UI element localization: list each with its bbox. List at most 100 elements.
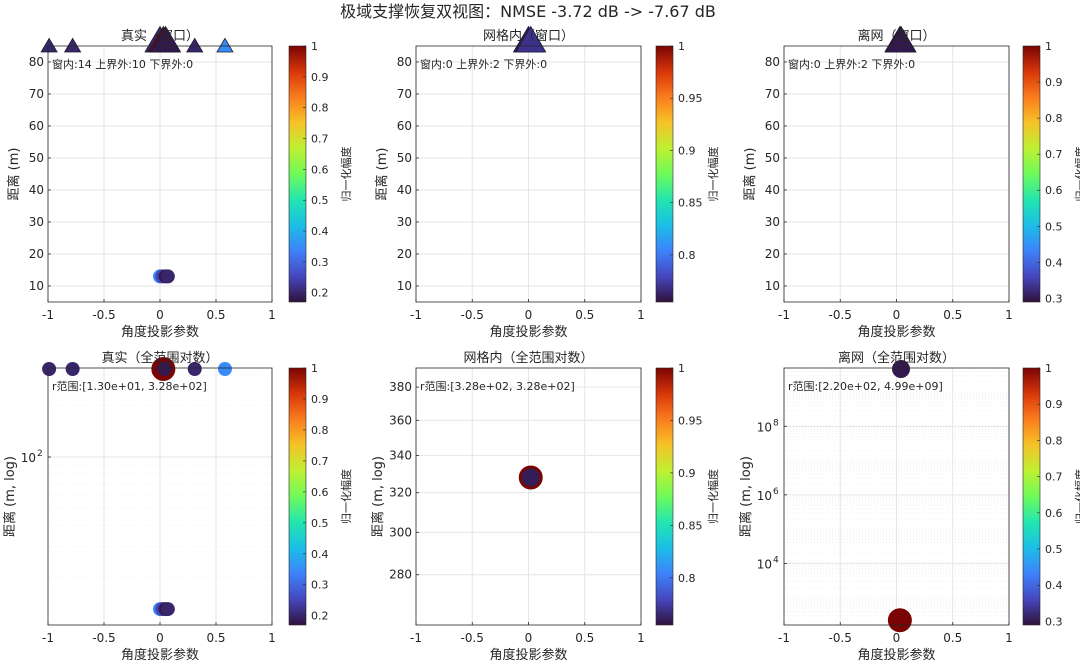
subplot-title: 真实（窗口） bbox=[121, 28, 199, 44]
figure-suptitle: 极域支撑恢复双视图：NMSE -3.72 dB -> -7.67 dB bbox=[340, 2, 716, 21]
colorbar-tick-label: 0.8 bbox=[311, 424, 329, 437]
x-tick-label: -0.5 bbox=[829, 631, 852, 645]
y-tick-label: 320 bbox=[389, 486, 412, 500]
y-tick-label: 10 bbox=[397, 279, 412, 293]
y-tick-label: 20 bbox=[397, 247, 412, 261]
y-tick-label: 280 bbox=[389, 568, 412, 582]
y-tick-label: 70 bbox=[29, 87, 44, 101]
x-tick-label: -1 bbox=[410, 308, 422, 322]
x-tick-label: 0 bbox=[156, 308, 164, 322]
colorbar-tick-label: 0.6 bbox=[1045, 184, 1063, 197]
y-tick-label: 70 bbox=[765, 87, 780, 101]
subplot-true-window: -1 -0.5 0 0.5 1 10 20 30 40 50 60 70 80 真实（窗口） 窗内:14 上… bbox=[6, 25, 353, 340]
data-point bbox=[217, 362, 232, 376]
x-tick-label: 1 bbox=[268, 631, 276, 645]
y-tick-label: 30 bbox=[397, 215, 412, 229]
colorbar-tick-label: 0.9 bbox=[1045, 76, 1063, 89]
data-point bbox=[187, 362, 202, 376]
x-tick-label: 0.5 bbox=[943, 631, 962, 645]
data-point bbox=[160, 602, 175, 617]
y-tick-label: 10 bbox=[757, 420, 772, 434]
colorbar-tick-label: 0.9 bbox=[678, 144, 696, 157]
x-tick-label: 1 bbox=[1005, 308, 1013, 322]
out-of-window-marker bbox=[40, 37, 58, 53]
colorbar-tick-label: 0.2 bbox=[311, 287, 329, 300]
colorbar-tick-label: 0.95 bbox=[678, 414, 703, 427]
x-tick-label: -0.5 bbox=[461, 631, 484, 645]
subplot-annotation: 窗内:0 上界外:2 下界外:0 bbox=[788, 57, 915, 71]
colorbar-tick-label: 1 bbox=[678, 40, 685, 53]
out-of-window-marker bbox=[186, 37, 204, 53]
y-tick-label: 80 bbox=[765, 55, 780, 69]
y-tick-label: 40 bbox=[765, 183, 780, 197]
colorbar-tick-label: 0.8 bbox=[311, 102, 329, 115]
colorbar-tick-label: 0.5 bbox=[1045, 220, 1063, 233]
x-tick-label: 1 bbox=[637, 631, 645, 645]
y-tick-label: 10 bbox=[29, 279, 44, 293]
axes-box bbox=[783, 367, 1010, 626]
colorbar-tick-label: 0.6 bbox=[311, 163, 329, 176]
subplot-annotation: r范围:[3.28e+02, 3.28e+02] bbox=[420, 379, 575, 393]
colorbar bbox=[655, 367, 674, 626]
colorbar-label: 归一化幅度 bbox=[1073, 469, 1080, 524]
subplot-title: 离网（窗口） bbox=[857, 28, 935, 44]
colorbar bbox=[288, 45, 307, 303]
y-axis-label: 距离 (m) bbox=[6, 148, 22, 201]
y-tick-label: 10 bbox=[757, 489, 772, 503]
x-tick-label: -0.5 bbox=[92, 631, 115, 645]
colorbar-tick-label: 0.5 bbox=[1045, 543, 1063, 556]
x-axis-label: 角度投影参数 bbox=[121, 647, 199, 663]
colorbar-tick-label: 0.3 bbox=[311, 256, 329, 269]
y-tick-label: 340 bbox=[389, 448, 412, 462]
data-point bbox=[160, 269, 175, 284]
y-tick-label: 60 bbox=[765, 119, 780, 133]
y-tick-exponent: 2 bbox=[37, 449, 43, 459]
y-tick-label: 40 bbox=[397, 183, 412, 197]
colorbar-label: 归一化幅度 bbox=[339, 469, 353, 524]
colorbar-tick-label: 0.85 bbox=[678, 519, 703, 532]
colorbar-tick-label: 0.4 bbox=[1045, 579, 1063, 592]
colorbar-tick-label: 0.5 bbox=[311, 194, 329, 207]
colorbar-tick-label: 0.2 bbox=[311, 610, 329, 623]
x-axis-label: 角度投影参数 bbox=[489, 647, 567, 663]
colorbar-tick-label: 0.5 bbox=[311, 517, 329, 530]
x-tick-label: -1 bbox=[410, 631, 422, 645]
colorbar-tick-label: 0.8 bbox=[678, 572, 696, 585]
x-tick-label: 0 bbox=[156, 631, 164, 645]
colorbar-tick-label: 0.9 bbox=[1045, 398, 1063, 411]
y-tick-label: 30 bbox=[29, 215, 44, 229]
colorbar bbox=[288, 367, 307, 626]
x-tick-label: 1 bbox=[637, 308, 645, 322]
x-axis-label: 角度投影参数 bbox=[857, 324, 935, 340]
y-tick-exponent: 8 bbox=[773, 418, 779, 428]
data-point bbox=[521, 468, 540, 487]
colorbar-tick-label: 0.3 bbox=[1045, 292, 1063, 305]
axes-box bbox=[783, 45, 1010, 303]
out-of-window-marker bbox=[63, 37, 82, 53]
axes-box bbox=[415, 367, 642, 626]
subplot-true-log: -1 -0.5 0 0.5 1 10 2 真实（全范围对数） r范围:[1.30e+01, 3.… bbox=[2, 350, 353, 663]
x-tick-label: 0.5 bbox=[206, 631, 225, 645]
x-tick-label: -1 bbox=[778, 631, 790, 645]
colorbar-tick-label: 0.85 bbox=[678, 197, 703, 210]
colorbar-tick-label: 0.7 bbox=[311, 455, 329, 468]
y-tick-label: 10 bbox=[21, 451, 36, 465]
y-tick-label: 300 bbox=[389, 525, 412, 539]
y-tick-label: 30 bbox=[765, 215, 780, 229]
colorbar-tick-label: 1 bbox=[1045, 362, 1052, 375]
data-point bbox=[157, 362, 172, 376]
colorbar-tick-label: 0.8 bbox=[678, 249, 696, 262]
colorbar bbox=[655, 45, 674, 303]
colorbar-tick-label: 0.4 bbox=[1045, 256, 1063, 269]
colorbar bbox=[1022, 45, 1041, 303]
colorbar-label: 归一化幅度 bbox=[706, 147, 720, 202]
colorbar-tick-label: 1 bbox=[311, 362, 318, 375]
colorbar-tick-label: 0.8 bbox=[1045, 112, 1063, 125]
colorbar-tick-label: 0.9 bbox=[311, 71, 329, 84]
x-tick-label: -1 bbox=[42, 631, 54, 645]
x-axis-label: 角度投影参数 bbox=[857, 647, 935, 663]
y-axis-label: 距离 (m, log) bbox=[370, 456, 386, 537]
x-tick-label: -1 bbox=[778, 308, 790, 322]
y-tick-label: 80 bbox=[397, 55, 412, 69]
